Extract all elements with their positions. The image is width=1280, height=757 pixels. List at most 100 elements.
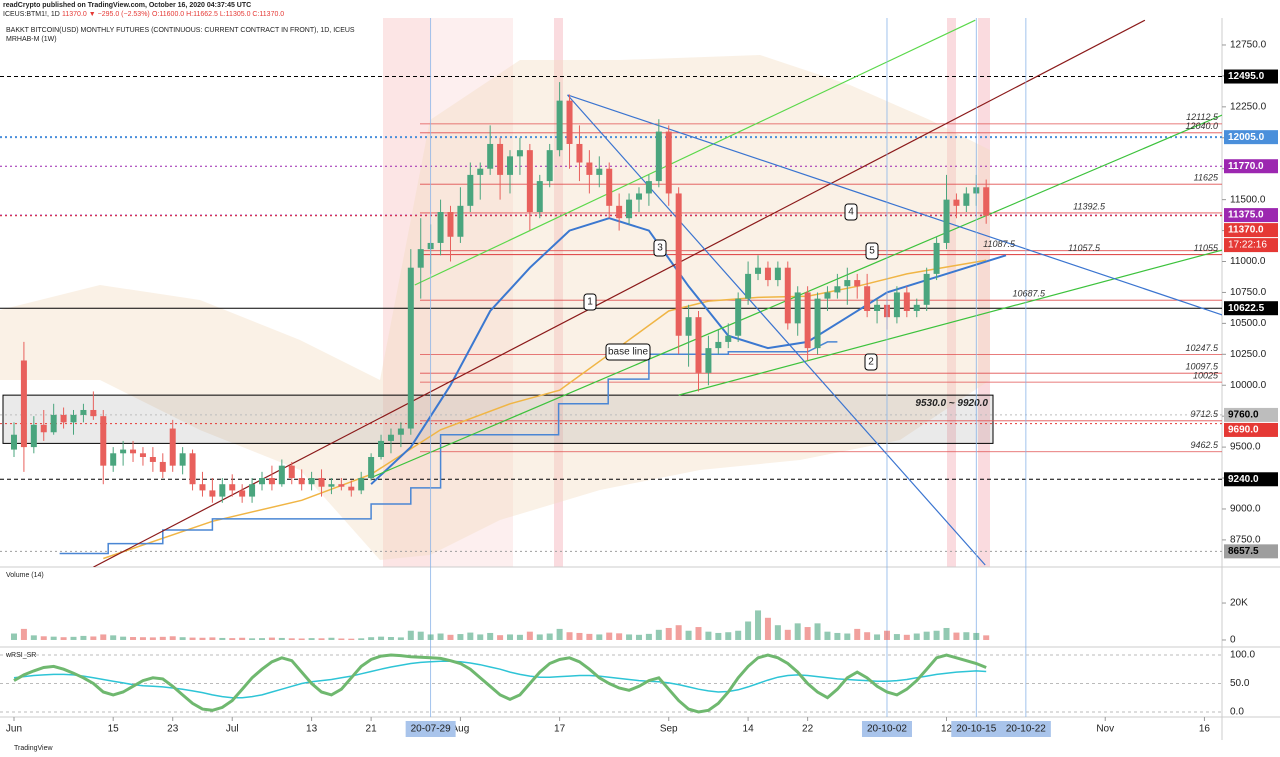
candle-body [268,478,275,485]
candle-body [437,212,444,243]
candle-body [923,273,930,305]
price-badge [1224,544,1278,559]
strip [947,18,956,567]
date-badge-label: 20-07-29 [411,724,451,735]
candle-body [685,317,692,336]
volume-bar [209,637,216,640]
callout [865,242,879,260]
candle-body [20,360,27,448]
volume-bar [179,637,186,640]
trend-line [93,19,1146,567]
volume-bar [149,637,156,640]
x-tick-label: 12 [941,724,953,735]
candle-body [864,286,871,311]
candle-body [50,414,57,433]
volume-bar [169,636,176,640]
volume-tick-label: 20K [1230,598,1248,609]
price-badge [1224,208,1278,223]
candle-body [179,453,186,466]
candle-body [457,205,464,237]
volume-bar [556,628,563,640]
volume-bar [80,635,87,640]
indicator-line [59,341,838,555]
volume-bar [477,634,484,640]
x-tick-label: Sep [660,724,678,735]
candle-body [844,280,851,287]
price-badge [1224,422,1278,437]
volume-bar [804,627,811,640]
date-badge [1000,721,1051,737]
indicator: MRHAB-M (1W) [6,36,57,43]
level-label: 10687.5 [1012,289,1046,299]
volume-bar [387,637,394,640]
candle-body [903,292,910,311]
candle-body [338,484,345,487]
trend-line [567,94,1222,316]
volume-bar [368,637,375,640]
volume-bar [824,631,831,640]
volume-bar [953,632,960,640]
x-tick-label: Jun [6,724,22,735]
y-tick-label: 10250.0 [1230,349,1267,360]
volume-bar [923,631,930,640]
volume-bar [725,632,732,640]
candle-body [139,453,146,458]
ohlc: O:11600.0 H:11662.5 L:11305.0 C:11370.0 [152,11,284,18]
volume-bar [745,621,752,640]
candle-body [70,414,77,423]
volume-bar [913,633,920,640]
y-tick-label: 10500.0 [1230,318,1267,329]
range-box [2,394,994,444]
callout-label: 2 [868,357,874,368]
volume-bar [626,634,633,640]
strip [430,18,513,567]
published: readCrypto published on TradingView.com,… [3,2,251,9]
candle-body [635,193,642,200]
candle-body [546,150,553,182]
volume-bar [973,632,980,640]
candle-body [893,292,900,318]
candle-body [655,131,662,182]
volume-bar [447,634,454,640]
candle-body [596,168,603,175]
volume-bar [606,632,613,640]
price-badge [1224,69,1278,84]
volume-bar [705,631,712,640]
volume-bar [645,633,652,640]
volume-bar [963,632,970,640]
x-tick-label: 13 [306,724,318,735]
callout [653,239,667,257]
candle-body [645,181,652,194]
volume-bar [457,634,464,640]
x-tick-label: 23 [167,724,179,735]
candle-body [774,267,781,281]
volume-bar [507,634,514,640]
price-badge [1224,472,1278,487]
volume-bar [50,636,57,640]
candle-body [397,428,404,435]
volume-bar [130,637,137,640]
candle-body [258,478,265,485]
candle-body [874,304,881,311]
level-label: 12112.5 [1186,112,1219,122]
date-badge [405,721,456,737]
price-badge [1224,130,1278,145]
volume-bar [685,630,692,640]
x-tick-label: 16 [1199,724,1211,735]
price-badge-label: 12005.0 [1228,132,1265,143]
price-badge [1224,301,1278,316]
candle-body [943,199,950,243]
price-badge [1224,407,1278,422]
volume-bar [30,635,37,640]
volume-bar [417,631,424,640]
level-label: 11392.5 [1073,201,1106,211]
volume-bar [467,632,474,640]
volume-bar [903,634,910,640]
volume-bar [40,636,47,640]
volume-bar [358,638,365,640]
candle-body [368,457,375,479]
candle-body [794,292,801,324]
candle-body [120,449,127,454]
overlay: 8750.09000.09250.09500.09750.010000.0102… [0,18,1278,737]
candle-body [854,280,861,287]
